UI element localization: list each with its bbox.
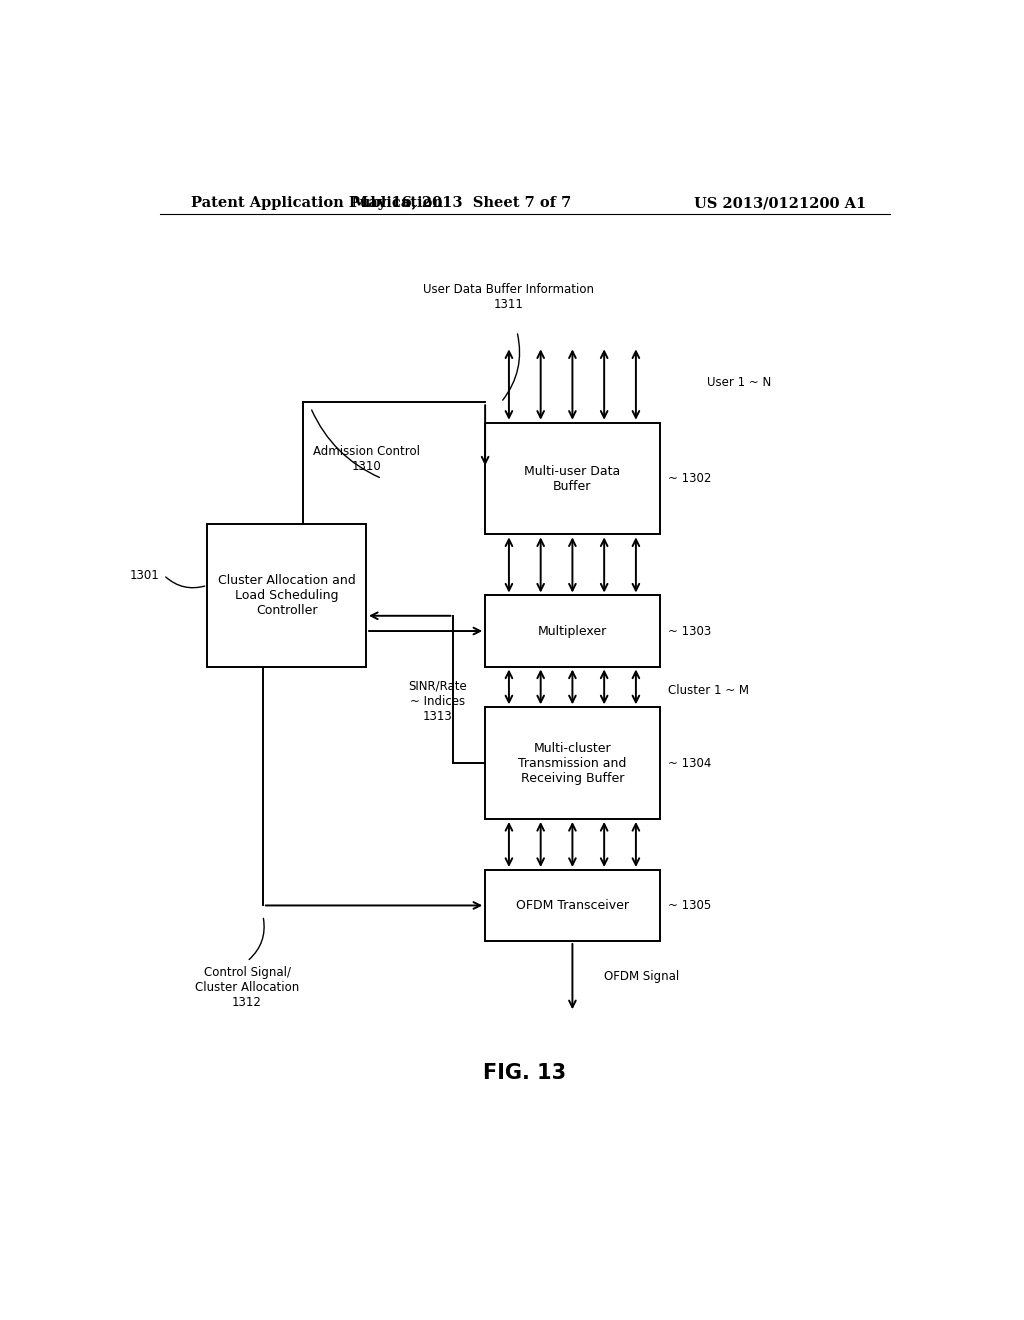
Bar — [485, 870, 659, 941]
Text: May 16, 2013  Sheet 7 of 7: May 16, 2013 Sheet 7 of 7 — [351, 197, 571, 210]
Text: Multi-user Data
Buffer: Multi-user Data Buffer — [524, 465, 621, 492]
Text: Cluster Allocation and
Load Scheduling
Controller: Cluster Allocation and Load Scheduling C… — [218, 574, 355, 616]
Text: ~ 1305: ~ 1305 — [668, 899, 711, 912]
Text: User 1 ~ N: User 1 ~ N — [708, 375, 771, 388]
Bar — [485, 595, 659, 667]
Text: 1301: 1301 — [130, 569, 160, 582]
Text: Cluster 1 ~ M: Cluster 1 ~ M — [668, 684, 749, 697]
Text: ~ 1303: ~ 1303 — [668, 624, 711, 638]
Text: US 2013/0121200 A1: US 2013/0121200 A1 — [694, 197, 866, 210]
Bar — [207, 524, 367, 667]
Text: ~ 1304: ~ 1304 — [668, 756, 711, 770]
Text: Admission Control
1310: Admission Control 1310 — [312, 445, 420, 474]
Text: OFDM Transceiver: OFDM Transceiver — [516, 899, 629, 912]
Text: Multi-cluster
Transmission and
Receiving Buffer: Multi-cluster Transmission and Receiving… — [518, 742, 627, 784]
Text: OFDM Signal: OFDM Signal — [604, 970, 679, 983]
Text: User Data Buffer Information
1311: User Data Buffer Information 1311 — [424, 282, 594, 312]
Text: ~ 1302: ~ 1302 — [668, 473, 711, 484]
Text: SINR/Rate
~ Indices
1313: SINR/Rate ~ Indices 1313 — [409, 680, 467, 722]
Text: Patent Application Publication: Patent Application Publication — [191, 197, 443, 210]
Text: Control Signal/
Cluster Allocation
1312: Control Signal/ Cluster Allocation 1312 — [195, 966, 299, 1010]
Text: FIG. 13: FIG. 13 — [483, 1063, 566, 1084]
Bar — [485, 422, 659, 535]
Text: Multiplexer: Multiplexer — [538, 624, 607, 638]
Bar — [485, 708, 659, 818]
